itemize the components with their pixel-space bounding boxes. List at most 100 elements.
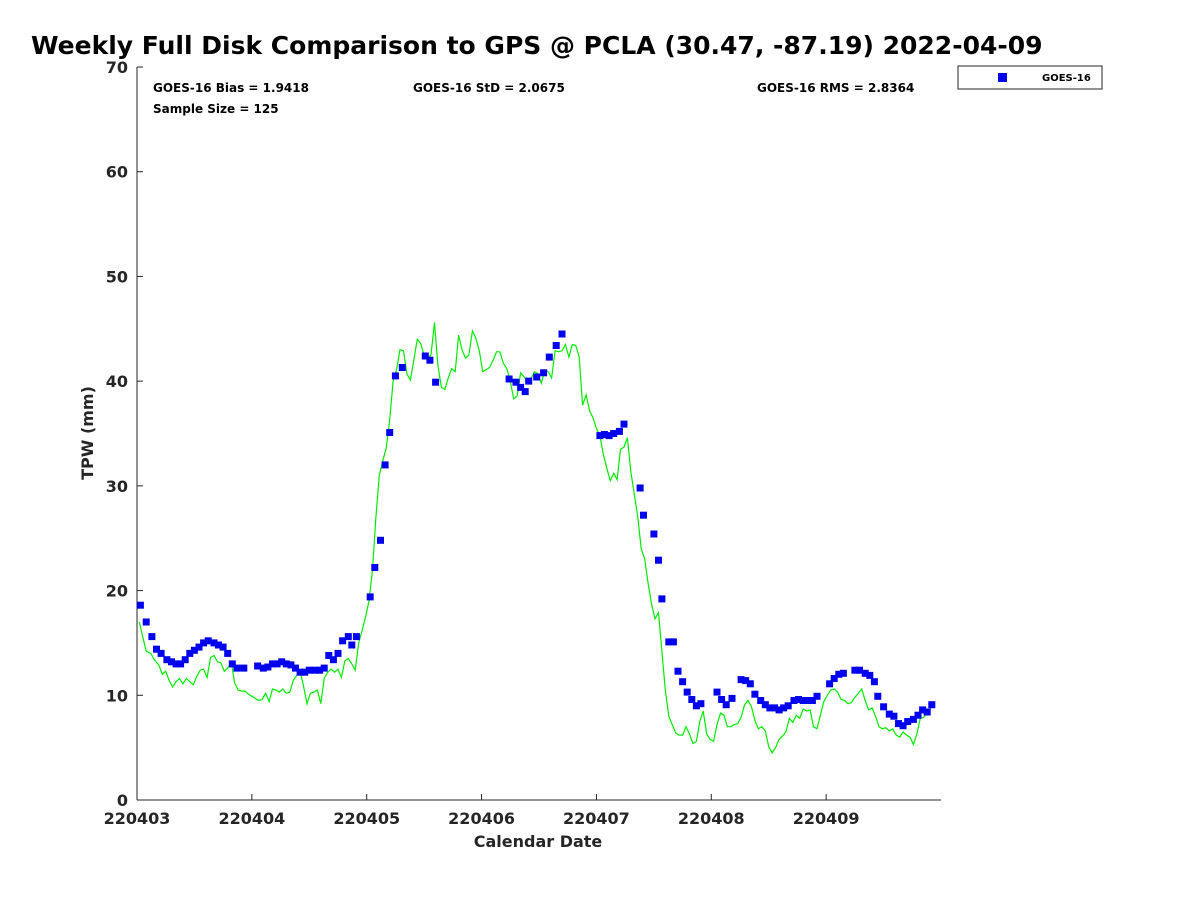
goes16-data-point [190,646,198,654]
y-ticks: 0 10 20 30 40 50 60 70 [106,58,143,810]
goes16-data-point [665,638,673,646]
goes16-data-point [391,372,399,380]
goes16-data-point [301,668,309,676]
goes16-data-point [329,656,337,664]
goes16-data-point [909,715,917,723]
goes16-data-point [348,641,356,649]
goes16-data-point [895,720,902,728]
goes16-data-point [799,697,807,704]
goes16-data-point [282,660,290,668]
goes16-data-point [352,633,360,641]
y-axis-label: TPW (mm) [78,386,97,480]
goes16-data-point [339,637,347,645]
goes16-data-point [757,697,765,704]
x-tick-label: 220404 [218,809,285,828]
goes16-data-point [866,671,874,679]
x-tick-label: 220409 [793,809,860,828]
goes16-data-point [142,618,150,626]
goes16-data-point [775,706,783,714]
goes16-data-point [605,432,613,440]
x-tick-label: 220407 [563,809,630,828]
goes16-data-point [914,711,922,719]
goes16-data-point [426,356,434,364]
goes16-data-point [287,661,295,669]
goes16-data-point [148,633,156,641]
goes16-data-point [181,656,189,664]
goes16-data-point [371,564,379,571]
goes16-data-point [728,694,736,702]
goes16-data-point [851,666,859,674]
x-axis-label: Calendar Date [474,832,603,851]
goes16-data-point [521,388,529,396]
goes16-data-point [269,660,276,668]
goes16-data-point [334,649,342,657]
goes16-data-point [761,701,769,709]
goes16-data-point [512,378,520,386]
goes16-data-point [305,666,313,674]
goes16-data-point [790,697,798,704]
goes16-data-point [692,702,700,710]
x-tick-label: 220405 [333,809,400,828]
y-tick-label: 0 [117,791,128,810]
goes16-data-point [533,373,541,381]
goes16-data-point [861,669,869,677]
y-tick-label: 30 [106,477,128,496]
goes16-data-point [683,688,691,696]
rms-stat: GOES-16 RMS = 2.8364 [757,81,914,95]
goes16-data-point [224,649,232,657]
goes16-data-point [168,658,175,666]
goes16-data-point [344,633,352,641]
goes16-data-point [264,663,272,671]
goes16-data-point [655,556,662,564]
goes16-data-point [421,352,429,360]
goes16-data-point [233,664,241,672]
std-stat: GOES-16 StD = 2.0675 [413,81,565,95]
goes16-data-point [830,675,838,682]
goes16-data-point [540,369,548,377]
goes16-data-point [813,692,821,700]
y-tick-label: 20 [106,582,128,601]
goes16-data-point [890,712,898,720]
goes16-data-point [596,432,604,440]
goes16-data-point [737,676,745,684]
goes16-data-point [839,669,847,677]
goes16-data-point [136,601,144,609]
goes16-data-point [200,639,208,647]
goes16-data-point [377,536,384,544]
goes16-data-point [674,667,682,675]
goes16-data-point [172,660,180,668]
goes16-data-point [620,420,628,428]
goes16-data-point [186,649,194,657]
goes16-data-point [688,696,696,703]
goes16-data-point [210,639,218,647]
goes16-data-point [320,664,328,672]
goes16-data-point [615,427,623,435]
goes16-data-point [808,697,816,704]
goes16-data-point [650,530,658,538]
goes16-data-point [505,375,513,383]
goes16-data-point [885,710,893,718]
goes16-data-point [722,701,730,709]
goes16-data-point [525,377,533,385]
sample-size-stat: Sample Size = 125 [153,102,279,116]
x-tick-label: 220406 [448,809,515,828]
chart-title: Weekly Full Disk Comparison to GPS @ PCL… [31,31,1043,60]
y-tick-label: 70 [106,58,128,77]
goes16-data-point [923,708,931,716]
goes16-data-point [311,666,319,674]
goes16-data-point [697,700,705,708]
goes16-data-point [296,668,304,676]
goes16-data-point [177,660,185,668]
goes16-data-point [215,641,222,649]
goes16-data-point [880,703,888,711]
goes16-data-point [742,677,750,685]
goes16-data-point [919,706,927,714]
goes16-data-point [228,660,236,668]
y-tick-label: 10 [106,686,128,705]
goes16-data-point [240,664,248,672]
legend: GOES-16 [957,65,1103,90]
goes16-data-point [273,660,281,668]
x-ticks: 220403 220404 220405 220406 220407 220408 2204… [104,794,860,828]
y-tick-label: 60 [106,163,128,182]
